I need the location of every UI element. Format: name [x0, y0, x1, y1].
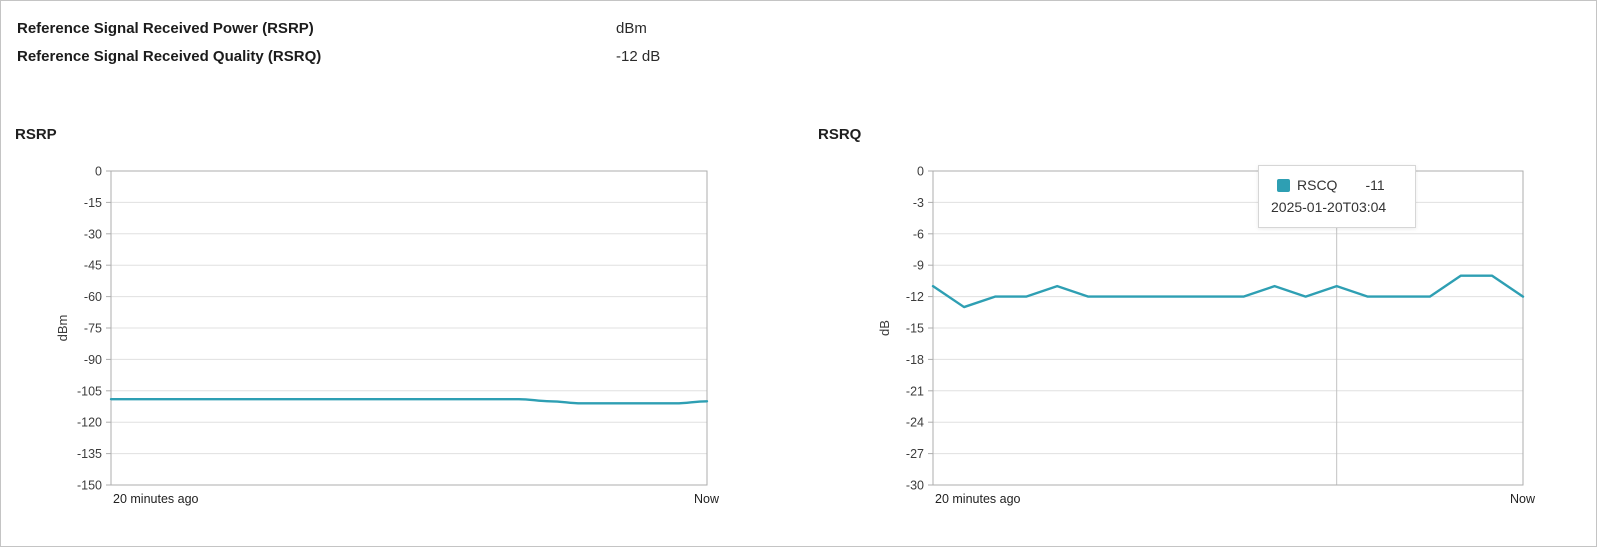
y-tick-label: -105 [77, 384, 102, 398]
rsrq-line-chart[interactable]: 0 -3 -6 -9 -12 -15 -18 -21 -24 -27 -30 dB 20 minutes… [801, 151, 1596, 519]
y-tick-label: -12 [906, 290, 924, 304]
y-axis-title: dB [877, 320, 892, 336]
y-tick-label: -150 [77, 479, 102, 493]
y-tick-label: -45 [84, 259, 102, 273]
tooltip-series-name: RSCQ [1297, 177, 1338, 193]
y-tick-label: -18 [906, 353, 924, 367]
y-tick-label: -15 [906, 322, 924, 336]
x-axis-label-start: 20 minutes ago [935, 492, 1021, 506]
y-tick-label: -24 [906, 416, 924, 430]
x-axis-label-start: 20 minutes ago [113, 492, 199, 506]
rsrq-value: -12 dB [616, 48, 661, 65]
y-tick-label: -120 [77, 416, 102, 430]
tooltip-timestamp: 2025-01-20T03:04 [1271, 199, 1387, 215]
x-axis-label-end: Now [694, 492, 720, 506]
y-tick-label: -9 [913, 259, 924, 273]
tooltip-series-value: -11 [1365, 177, 1385, 193]
rsrp-label: Reference Signal Received Power (RSRP) [17, 20, 314, 37]
y-tick-label: 0 [917, 165, 924, 179]
series-line [109, 397, 709, 405]
info-row-rsrp: Reference Signal Received Power (RSRP) d… [1, 20, 1596, 42]
y-tick-label: -135 [77, 447, 102, 461]
rsrp-line-chart[interactable]: 0 -15 -30 -45 -60 -75 -90 -105 -120 -135 -150 dBm 20… [1, 151, 801, 519]
y-tick-label: -3 [913, 196, 924, 210]
plot-border [932, 170, 1524, 486]
y-tick-label: -27 [906, 447, 924, 461]
rsrq-chart-title: RSRQ [818, 126, 862, 143]
y-tick-label: 0 [95, 165, 102, 179]
y-tick-label: -6 [913, 227, 924, 241]
y-axis-title: dBm [55, 315, 70, 342]
plot-border [110, 170, 708, 486]
rsrq-label: Reference Signal Received Quality (RSRQ) [17, 48, 322, 65]
y-tick-label: -30 [906, 479, 924, 493]
y-tick-label: -30 [84, 227, 102, 241]
y-tick-label: -90 [84, 353, 102, 367]
y-tick-label: -21 [906, 384, 924, 398]
y-tick-label: -15 [84, 196, 102, 210]
y-tick-label: -75 [84, 322, 102, 336]
rsrp-chart-title: RSRP [15, 126, 57, 143]
tooltip-series-swatch [1277, 178, 1290, 192]
info-row-rsrq: Reference Signal Received Quality (RSRQ)… [1, 48, 1596, 70]
rsrp-value: dBm [616, 20, 647, 37]
x-axis-label-end: Now [1510, 492, 1536, 506]
y-tick-label: -60 [84, 290, 102, 304]
tooltip-series-row: RSCQ -11 [1277, 175, 1403, 195]
series-line [931, 274, 1525, 309]
chart-tooltip: RSCQ -11 2025-01-20T03:04 [1258, 165, 1416, 228]
